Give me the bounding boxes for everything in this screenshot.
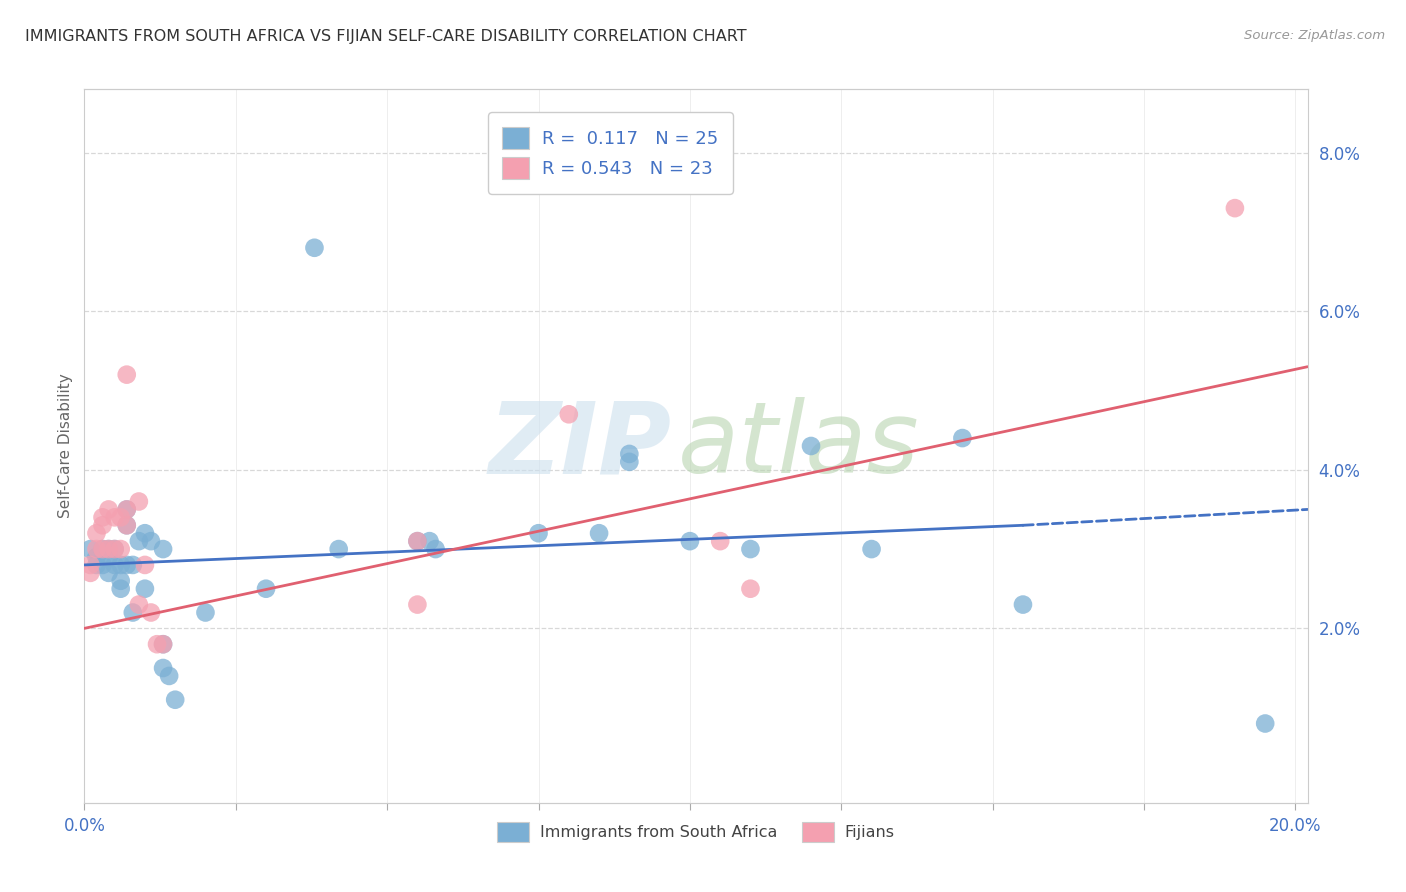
Point [588,526,610,541]
Point [740,582,762,596]
Point [152,542,174,557]
Point [157,669,180,683]
Legend: Immigrants from South Africa, Fijians: Immigrants from South Africa, Fijians [491,816,901,848]
Point [139,606,162,620]
Point [679,534,702,549]
Point [115,518,138,533]
Point [1254,716,1277,731]
Point [709,534,731,549]
Point [97,549,120,564]
Point [134,582,156,596]
Point [146,637,169,651]
Point [86,526,108,541]
Point [134,558,156,572]
Point [194,606,217,620]
Text: atlas: atlas [678,398,920,494]
Point [128,534,150,549]
Point [527,526,550,541]
Point [104,542,127,557]
Point [254,582,277,596]
Point [406,598,429,612]
Text: Source: ZipAtlas.com: Source: ZipAtlas.com [1244,29,1385,43]
Point [115,368,138,382]
Point [152,637,174,651]
Point [558,407,581,421]
Text: ZIP: ZIP [488,398,672,494]
Point [91,510,114,524]
Point [97,542,120,557]
Point [121,558,143,572]
Point [406,534,429,549]
Point [425,542,447,557]
Point [110,582,132,596]
Point [619,455,641,469]
Point [406,534,429,549]
Y-axis label: Self-Care Disability: Self-Care Disability [58,374,73,518]
Point [86,542,108,557]
Point [740,542,762,557]
Point [128,598,150,612]
Point [86,549,108,564]
Point [91,542,114,557]
Point [800,439,823,453]
Point [86,558,108,572]
Point [79,542,101,557]
Point [139,534,162,549]
Point [121,606,143,620]
Text: IMMIGRANTS FROM SOUTH AFRICA VS FIJIAN SELF-CARE DISABILITY CORRELATION CHART: IMMIGRANTS FROM SOUTH AFRICA VS FIJIAN S… [25,29,747,45]
Point [97,502,120,516]
Point [110,558,132,572]
Point [418,534,440,549]
Point [110,542,132,557]
Point [110,510,132,524]
Point [619,447,641,461]
Point [104,542,127,557]
Point [104,510,127,524]
Point [79,558,101,572]
Point [91,558,114,572]
Point [152,661,174,675]
Point [110,574,132,588]
Point [134,526,156,541]
Point [1223,201,1246,215]
Point [104,558,127,572]
Point [79,566,101,580]
Point [952,431,974,445]
Point [91,542,114,557]
Point [328,542,350,557]
Point [1012,598,1035,612]
Point [115,502,138,516]
Point [152,637,174,651]
Point [860,542,883,557]
Point [165,692,187,706]
Point [97,542,120,557]
Point [304,241,326,255]
Point [91,518,114,533]
Point [115,558,138,572]
Point [128,494,150,508]
Point [97,566,120,580]
Point [115,518,138,533]
Point [115,502,138,516]
